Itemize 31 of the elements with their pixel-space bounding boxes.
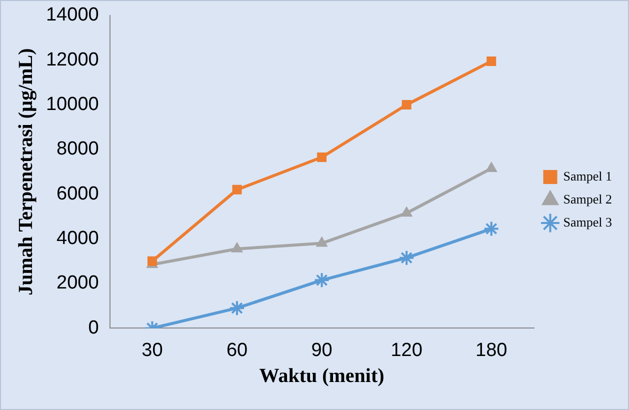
point bbox=[483, 220, 500, 237]
x-tick-label: 90 bbox=[311, 340, 332, 361]
y-axis-title: Jumah Terpenetrasi (µg/mL) bbox=[15, 48, 38, 296]
point bbox=[232, 184, 242, 194]
y-tick-label: 4000 bbox=[56, 228, 99, 250]
legend-label: Sampel 1 bbox=[563, 168, 612, 184]
y-tick-label: 0 bbox=[88, 317, 99, 338]
point bbox=[398, 250, 415, 266]
point bbox=[231, 242, 243, 252]
x-axis-title: Waktu (menit) bbox=[259, 365, 384, 388]
point bbox=[147, 256, 157, 266]
point bbox=[316, 236, 328, 247]
legend-label: Sampel 2 bbox=[563, 191, 612, 206]
y-tick-label: 14000 bbox=[46, 4, 99, 26]
x-tick-label: 60 bbox=[226, 340, 248, 361]
y-tick-label: 6000 bbox=[56, 183, 99, 204]
point bbox=[314, 272, 330, 288]
y-tick-label: 2000 bbox=[56, 272, 99, 294]
x-tick-label: 30 bbox=[142, 340, 163, 361]
y-tick-label: 12000 bbox=[46, 49, 99, 70]
y-tick-label: 8000 bbox=[56, 138, 99, 160]
point bbox=[402, 100, 412, 110]
x-tick-label: 120 bbox=[390, 340, 422, 361]
point bbox=[229, 300, 246, 316]
legend-label: Sampel 3 bbox=[563, 214, 612, 230]
x-tick-label: 180 bbox=[476, 340, 508, 361]
y-tick-label: 10000 bbox=[46, 94, 99, 116]
point bbox=[317, 152, 327, 162]
point bbox=[486, 162, 498, 172]
point bbox=[486, 56, 496, 66]
point bbox=[400, 206, 412, 217]
